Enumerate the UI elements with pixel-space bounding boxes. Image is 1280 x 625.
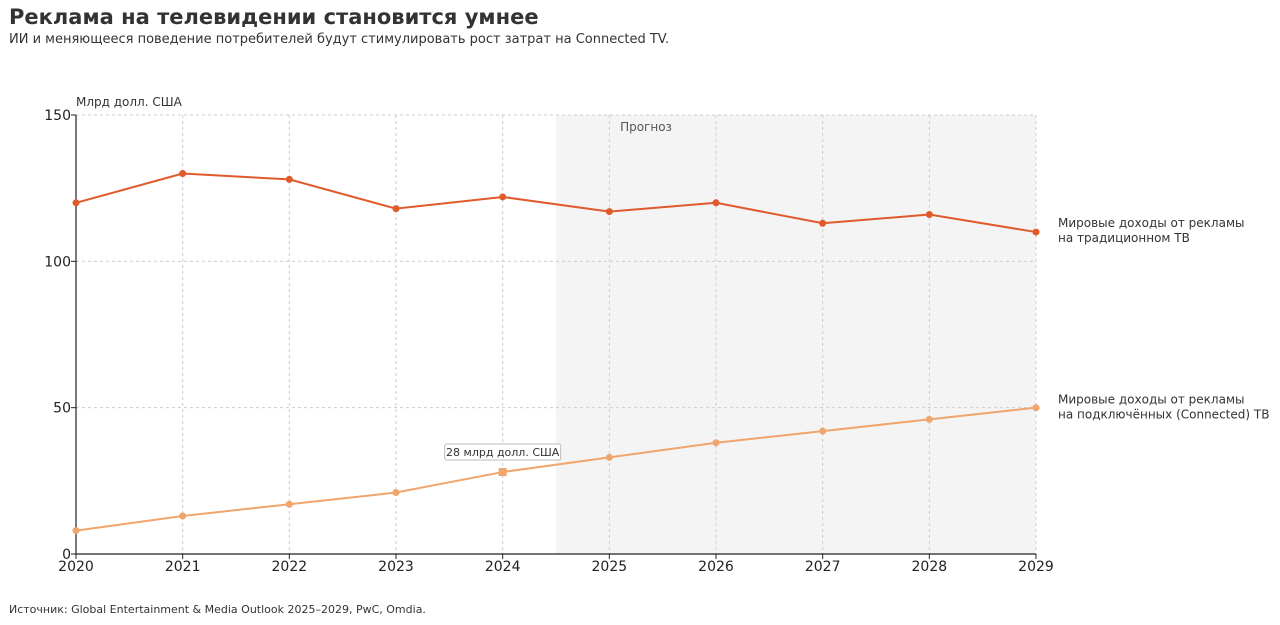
data-point (1032, 404, 1040, 412)
x-tick-label: 2021 (165, 559, 201, 575)
data-point (925, 211, 933, 219)
source-note: Источник: Global Entertainment & Media O… (9, 603, 426, 616)
data-point (712, 199, 720, 207)
data-point (285, 175, 293, 183)
data-point (819, 427, 827, 435)
data-point (819, 219, 827, 227)
data-point (72, 199, 80, 207)
forecast-label: Прогноз (620, 120, 672, 134)
data-point (285, 500, 293, 508)
series-label: на традиционном ТВ (1058, 231, 1190, 245)
y-tick-label: 100 (44, 254, 71, 270)
series-label: на подключённых (Connected) ТВ (1058, 408, 1269, 422)
x-tick-label: 2023 (378, 559, 414, 575)
data-point (179, 170, 187, 178)
data-point (925, 415, 933, 423)
data-point (72, 527, 80, 535)
x-tick-label: 2029 (1018, 559, 1054, 575)
x-tick-label: 2028 (912, 559, 948, 575)
x-tick-label: 2024 (485, 559, 521, 575)
data-point (1032, 228, 1040, 236)
data-point (605, 453, 613, 461)
series-label: Мировые доходы от рекламы (1058, 216, 1244, 230)
data-point (499, 193, 507, 201)
y-tick-label: 50 (53, 401, 71, 417)
x-tick-label: 2020 (58, 559, 94, 575)
annotation-box (444, 443, 562, 461)
chart-subtitle: ИИ и меняющееся поведение потребителей б… (9, 32, 670, 47)
chart-title: Реклама на телевидении становится умнее (9, 5, 539, 29)
series-line-1 (75, 406, 1037, 532)
data-point (392, 489, 400, 497)
series-line-0 (75, 172, 1037, 234)
x-tick-label: 2025 (592, 559, 628, 575)
data-point (712, 439, 720, 447)
annotation-label: 28 млрд долл. США (446, 446, 560, 459)
y-tick-label: 0 (62, 547, 71, 563)
forecast-region (556, 115, 1036, 554)
y-axis-label: Млрд долл. США (76, 95, 183, 109)
data-point (392, 205, 400, 213)
y-tick-label: 150 (44, 108, 71, 124)
data-point (605, 208, 613, 216)
series-label: Мировые доходы от рекламы (1058, 393, 1244, 407)
data-point-square (498, 468, 507, 477)
x-tick-label: 2022 (272, 559, 308, 575)
x-tick-label: 2026 (698, 559, 734, 575)
data-point (179, 512, 187, 520)
x-tick-label: 2027 (805, 559, 841, 575)
